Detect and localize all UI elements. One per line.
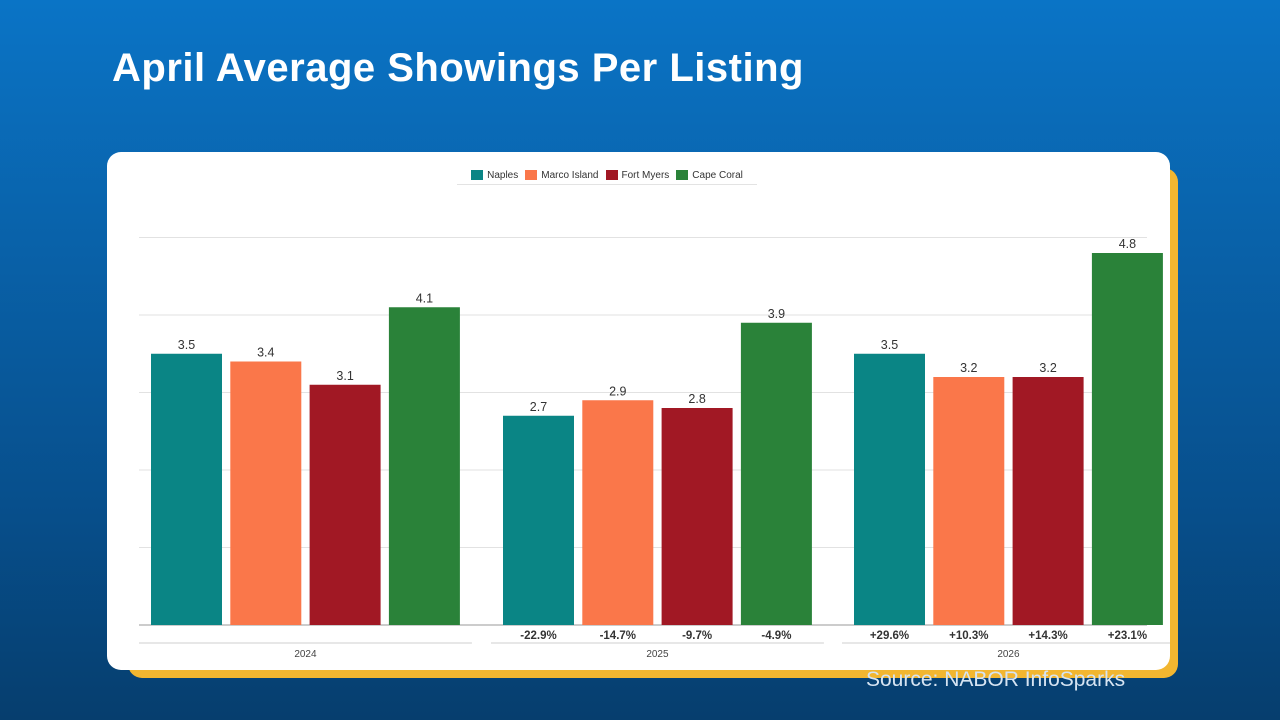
bar-marco-island-2026 [933,377,1005,625]
change-label-naples-2026: +29.6% [870,630,909,642]
x-tick-label-2026: 2026 [997,649,1020,660]
bar-fort-myers-2026 [1012,377,1084,625]
data-label-fort-myers-2024: 3.1 [336,369,353,383]
legend-swatch-naples [471,170,484,180]
bar-naples-2026 [854,353,925,625]
legend-swatch-cape-coral [676,170,689,180]
bar-marco-island-2024 [230,361,302,625]
change-label-fort-myers-2026: +14.3% [1028,630,1067,642]
legend-label-naples: Naples [487,169,519,181]
bar-marco-island-2025 [582,400,654,625]
change-label-cape-coral-2026: +23.1% [1108,630,1147,642]
data-label-cape-coral-2026: 4.8 [1119,237,1136,251]
data-label-naples-2024: 3.5 [178,338,195,352]
data-label-cape-coral-2025: 3.9 [768,307,785,321]
data-label-naples-2025: 2.7 [530,400,547,414]
change-label-marco-island-2026: +10.3% [949,630,988,642]
legend-item-fort-myers: Fort Myers [605,169,670,181]
bar-fort-myers-2024 [309,384,381,625]
bar-naples-2025 [503,415,574,625]
legend-item-naples: Naples [471,170,518,181]
bar-cape-coral-2025 [740,322,812,625]
legend-label-cape-coral: Cape Coral [692,169,743,181]
data-label-fort-myers-2025: 2.8 [688,392,705,406]
chart-legend: Naples Marco Island Fort Myers Cape Cora… [457,166,757,185]
slide-title: April Average Showings Per Listing [112,46,804,90]
bar-chart: 3.5 3.4 3.1 4.1 2024 2.7 -22.9% 2.9 -14.7% 2.8 -9.… [139,237,1170,660]
legend-swatch-fort-myers [605,170,618,180]
x-tick-label-2025: 2025 [646,649,669,660]
data-label-fort-myers-2026: 3.2 [1039,361,1056,375]
data-label-marco-island-2025: 2.9 [609,384,626,398]
data-label-naples-2026: 3.5 [881,338,898,352]
legend-label-fort-myers: Fort Myers [621,169,670,181]
chart-card: Naples Marco Island Fort Myers Cape Cora… [107,152,1170,670]
change-label-marco-island-2025: -14.7% [600,630,636,642]
legend-swatch-marco-island [525,170,538,180]
legend-label-marco-island: Marco Island [541,169,599,181]
data-label-marco-island-2026: 3.2 [960,361,977,375]
source-credit: Source: NABOR InfoSparks [866,668,1126,691]
change-label-fort-myers-2025: -9.7% [682,630,712,642]
legend-item-marco-island: Marco Island [525,169,599,181]
change-label-naples-2025: -22.9% [520,630,556,642]
bar-fort-myers-2025 [661,408,733,625]
legend-item-cape-coral: Cape Coral [676,170,743,181]
data-label-marco-island-2024: 3.4 [257,346,274,360]
bar-cape-coral-2024 [388,307,460,625]
change-label-cape-coral-2025: -4.9% [761,630,791,642]
data-label-cape-coral-2024: 4.1 [416,291,433,305]
x-tick-label-2024: 2024 [294,649,317,660]
bar-naples-2024 [151,353,222,625]
bar-cape-coral-2026 [1091,253,1163,625]
